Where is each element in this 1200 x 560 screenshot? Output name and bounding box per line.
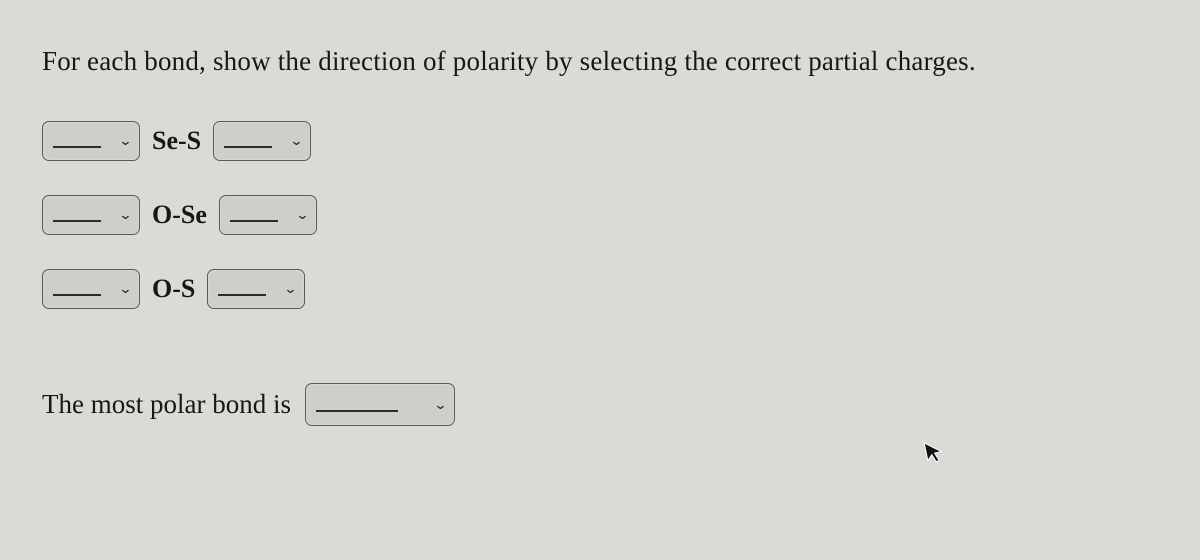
- left-charge-dropdown-1[interactable]: ⌄: [42, 121, 140, 161]
- chevron-down-icon: ⌄: [284, 281, 298, 297]
- chevron-down-icon: ⌄: [118, 281, 132, 297]
- left-charge-dropdown-2[interactable]: ⌄: [42, 195, 140, 235]
- right-charge-dropdown-3[interactable]: ⌄: [207, 269, 305, 309]
- question-container: For each bond, show the direction of pol…: [0, 0, 1200, 472]
- bond-row: ⌄ Se-S ⌄: [42, 121, 1158, 161]
- blank-value: [230, 206, 278, 222]
- instruction-text: For each bond, show the direction of pol…: [42, 46, 1158, 77]
- final-row: The most polar bond is ⌄: [42, 383, 1158, 426]
- chevron-down-icon: ⌄: [433, 397, 447, 413]
- bond-label: O-S: [152, 274, 195, 304]
- bond-row: ⌄ O-S ⌄: [42, 269, 1158, 309]
- chevron-down-icon: ⌄: [290, 133, 304, 149]
- blank-value: [53, 280, 101, 296]
- blank-value: [218, 280, 266, 296]
- most-polar-bond-dropdown[interactable]: ⌄: [305, 383, 455, 426]
- blank-value: [316, 396, 398, 412]
- left-charge-dropdown-3[interactable]: ⌄: [42, 269, 140, 309]
- chevron-down-icon: ⌄: [118, 207, 132, 223]
- bond-row: ⌄ O-Se ⌄: [42, 195, 1158, 235]
- right-charge-dropdown-1[interactable]: ⌄: [213, 121, 311, 161]
- bond-label: O-Se: [152, 200, 207, 230]
- chevron-down-icon: ⌄: [295, 207, 309, 223]
- bond-label: Se-S: [152, 126, 201, 156]
- blank-value: [53, 206, 101, 222]
- final-prompt-text: The most polar bond is: [42, 389, 291, 420]
- blank-value: [53, 132, 101, 148]
- right-charge-dropdown-2[interactable]: ⌄: [219, 195, 317, 235]
- chevron-down-icon: ⌄: [118, 133, 132, 149]
- blank-value: [224, 132, 272, 148]
